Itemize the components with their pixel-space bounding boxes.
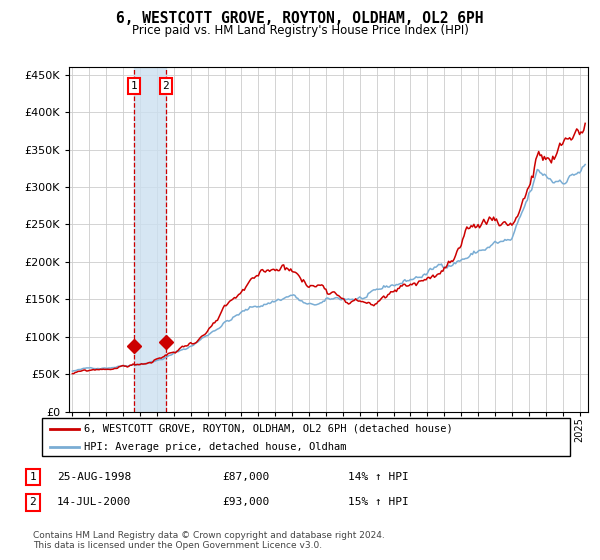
FancyBboxPatch shape — [42, 418, 570, 456]
Text: 6, WESTCOTT GROVE, ROYTON, OLDHAM, OL2 6PH (detached house): 6, WESTCOTT GROVE, ROYTON, OLDHAM, OL2 6… — [84, 424, 453, 434]
Text: 14-JUL-2000: 14-JUL-2000 — [57, 497, 131, 507]
Bar — [134, 67, 166, 412]
Text: 1: 1 — [29, 472, 37, 482]
Text: 15% ↑ HPI: 15% ↑ HPI — [348, 497, 409, 507]
Text: 6, WESTCOTT GROVE, ROYTON, OLDHAM, OL2 6PH: 6, WESTCOTT GROVE, ROYTON, OLDHAM, OL2 6… — [116, 11, 484, 26]
Text: 1: 1 — [131, 81, 137, 91]
Text: Price paid vs. HM Land Registry's House Price Index (HPI): Price paid vs. HM Land Registry's House … — [131, 24, 469, 36]
Text: 2: 2 — [163, 81, 169, 91]
Text: £87,000: £87,000 — [222, 472, 269, 482]
Text: £93,000: £93,000 — [222, 497, 269, 507]
Text: 14% ↑ HPI: 14% ↑ HPI — [348, 472, 409, 482]
Text: 25-AUG-1998: 25-AUG-1998 — [57, 472, 131, 482]
Text: HPI: Average price, detached house, Oldham: HPI: Average price, detached house, Oldh… — [84, 442, 347, 452]
Text: 2: 2 — [29, 497, 37, 507]
Text: Contains HM Land Registry data © Crown copyright and database right 2024.
This d: Contains HM Land Registry data © Crown c… — [33, 531, 385, 550]
